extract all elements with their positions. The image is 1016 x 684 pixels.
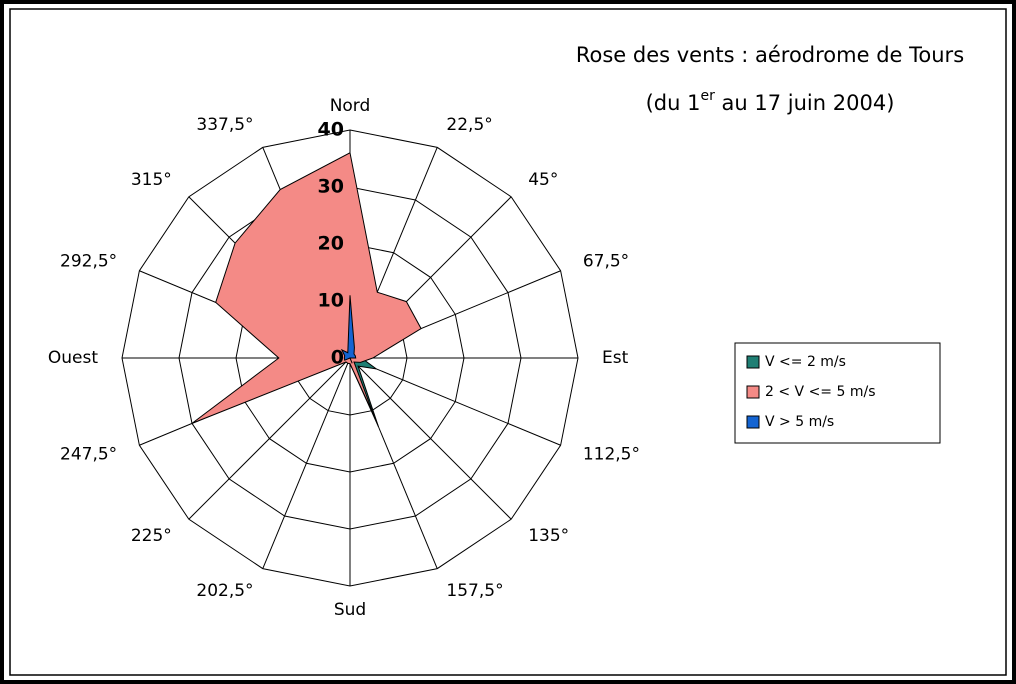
- category-label: 292,5°: [60, 252, 117, 272]
- category-label: Nord: [330, 96, 371, 116]
- chart-title: Rose des vents : aérodrome de Tours: [576, 43, 964, 67]
- spoke: [349, 357, 512, 520]
- legend-swatch: [746, 355, 760, 369]
- category-label: 315°: [131, 170, 172, 190]
- r-tick-label: 40: [318, 119, 344, 141]
- series-area: [340, 295, 357, 364]
- legend-label: 2 < V <= 5 m/s: [765, 384, 875, 400]
- category-label: 22,5°: [446, 115, 492, 135]
- series-area: [191, 152, 422, 424]
- legend-label: V <= 2 m/s: [765, 354, 846, 370]
- spoke: [349, 357, 561, 446]
- legend-box: [734, 342, 941, 444]
- category-label: 247,5°: [60, 444, 117, 464]
- category-label: 67,5°: [583, 252, 629, 272]
- r-tick-label: 0: [331, 347, 344, 369]
- r-tick-label: 30: [318, 176, 344, 198]
- spoke: [188, 357, 351, 520]
- legend-swatch: [746, 385, 760, 399]
- subtitle-part: (du 1: [646, 91, 701, 115]
- subtitle-part: au 17 juin 2004): [715, 91, 895, 115]
- category-label: 157,5°: [446, 581, 503, 601]
- category-label: Est: [602, 348, 629, 368]
- subtitle-superscript: er: [700, 88, 715, 104]
- category-label: 337,5°: [196, 115, 253, 135]
- inner-frame: [9, 8, 1007, 676]
- category-label: Sud: [334, 600, 366, 620]
- spoke: [262, 357, 351, 569]
- category-label: 135°: [528, 526, 569, 546]
- r-tick-label: 10: [318, 290, 344, 312]
- legend-swatch: [746, 415, 760, 429]
- category-label: 202,5°: [196, 581, 253, 601]
- category-label: Ouest: [48, 348, 98, 368]
- r-tick-label: 20: [318, 233, 344, 255]
- category-label: 45°: [528, 170, 558, 190]
- legend-label: V > 5 m/s: [765, 414, 834, 430]
- category-label: 112,5°: [583, 444, 640, 464]
- category-label: 225°: [131, 526, 172, 546]
- chart-subtitle: (du 1er au 17 juin 2004): [646, 88, 895, 115]
